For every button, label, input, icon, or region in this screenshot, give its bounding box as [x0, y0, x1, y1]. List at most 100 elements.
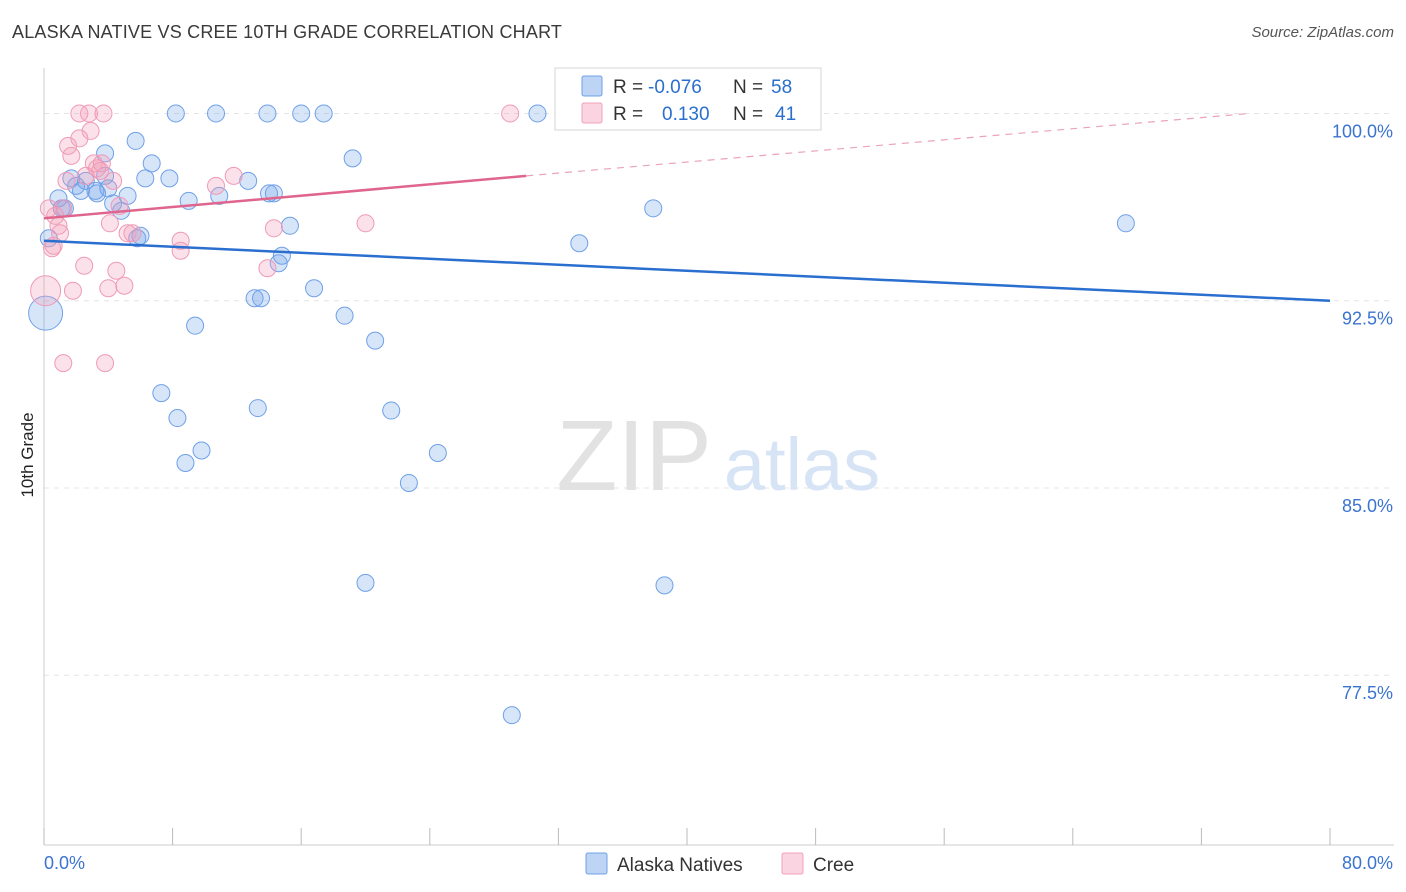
- series-legend: Alaska Natives Cree: [585, 852, 854, 876]
- point-alaska-natives: [280, 216, 299, 235]
- legend-label-cree: Cree: [813, 855, 854, 876]
- watermark-zip: ZIP: [556, 400, 712, 512]
- x-tick-label: 80.0%: [1342, 853, 1393, 873]
- legend-label-alaska-natives: Alaska Natives: [617, 855, 743, 876]
- point-alaska-natives: [88, 184, 107, 203]
- watermark: ZIP atlas: [556, 400, 880, 512]
- point-alaska-natives: [305, 279, 324, 298]
- grid-lines: [44, 112, 1394, 676]
- point-cree: [264, 219, 283, 238]
- point-alaska-natives: [366, 331, 385, 350]
- point-cree: [54, 354, 73, 373]
- point-cree: [107, 261, 126, 280]
- point-cree: [57, 171, 76, 190]
- data-points: [28, 104, 1135, 725]
- point-alaska-natives: [186, 316, 205, 335]
- point-alaska-natives: [343, 149, 362, 168]
- point-alaska-natives: [314, 104, 333, 123]
- stats-n-label: N =: [733, 104, 763, 125]
- point-alaska-natives: [528, 104, 547, 123]
- point-alaska-natives: [248, 399, 267, 418]
- point-alaska-natives: [136, 169, 155, 188]
- point-alaska-natives: [160, 169, 179, 188]
- point-alaska-natives: [502, 706, 521, 725]
- legend-swatch-alaska-natives: [585, 852, 608, 875]
- point-alaska-natives: [166, 104, 185, 123]
- y-tick-label: 92.5%: [1342, 309, 1393, 329]
- point-cree: [70, 104, 89, 123]
- trend-line-cree: [43, 174, 527, 220]
- point-alaska-natives: [644, 199, 663, 218]
- point-cree: [115, 276, 134, 295]
- point-cree: [118, 224, 137, 243]
- point-cree: [224, 166, 243, 185]
- point-cree: [63, 281, 82, 300]
- point-alaska-natives: [126, 131, 145, 150]
- y-tick-labels: 100.0% 92.5% 85.0% 77.5%: [1332, 121, 1393, 703]
- point-alaska-natives: [245, 289, 264, 308]
- point-alaska-natives: [67, 176, 86, 195]
- point-cree: [81, 121, 100, 140]
- point-alaska-natives: [399, 473, 418, 492]
- point-alaska-natives: [655, 576, 674, 595]
- point-alaska-natives: [272, 246, 291, 265]
- chart-title: ALASKA NATIVE VS CREE 10TH GRADE CORRELA…: [12, 22, 563, 42]
- stats-legend-box: [554, 67, 822, 131]
- point-cree: [100, 214, 119, 233]
- point-cree: [59, 136, 78, 155]
- point-cree: [51, 224, 70, 243]
- point-cree: [356, 214, 375, 233]
- stats-r-value-alaska-natives: -0.076: [648, 77, 702, 98]
- point-alaska-natives: [152, 384, 171, 403]
- source-label: Source: ZipAtlas.com: [1251, 24, 1394, 41]
- point-cree: [171, 241, 190, 260]
- point-alaska-natives: [210, 186, 229, 205]
- y-tick-label: 100.0%: [1332, 121, 1393, 141]
- stats-r-label: R =: [613, 104, 643, 125]
- point-cree: [91, 161, 110, 180]
- point-cree: [207, 176, 226, 195]
- trend-line-cree-extension: [526, 112, 1250, 177]
- point-cree: [258, 259, 277, 278]
- stats-swatch-alaska-natives: [581, 75, 603, 97]
- point-cree: [92, 154, 111, 173]
- point-alaska-natives: [192, 441, 211, 460]
- point-alaska-natives: [207, 104, 226, 123]
- point-cree: [123, 224, 142, 243]
- stats-legend: R = -0.076 N = 58 R = 0.130 N = 41: [554, 67, 822, 131]
- y-tick-label: 85.0%: [1342, 496, 1393, 516]
- point-alaska-natives: [239, 171, 258, 190]
- point-cree: [94, 104, 113, 123]
- x-tick-label: 0.0%: [44, 853, 85, 873]
- legend-swatch-cree: [781, 852, 804, 875]
- point-alaska-natives: [570, 234, 589, 253]
- point-alaska-natives: [49, 189, 68, 208]
- point-cree: [80, 104, 99, 123]
- point-cree: [88, 159, 107, 178]
- point-alaska-natives: [1116, 214, 1135, 233]
- point-alaska-natives: [28, 295, 64, 331]
- point-cree: [501, 104, 520, 123]
- point-alaska-natives: [76, 171, 95, 190]
- point-alaska-natives: [128, 229, 147, 248]
- point-cree: [171, 231, 190, 250]
- x-tick-labels: 0.0% 80.0%: [44, 853, 1393, 873]
- point-alaska-natives: [96, 144, 115, 163]
- stats-r-value-cree: 0.130: [662, 104, 710, 125]
- point-alaska-natives: [356, 573, 375, 592]
- point-alaska-natives: [428, 444, 447, 463]
- point-alaska-natives: [176, 453, 195, 472]
- point-cree: [104, 171, 123, 190]
- point-cree: [70, 129, 89, 148]
- stats-swatch-cree: [581, 102, 603, 124]
- point-cree: [30, 275, 62, 307]
- y-tick-label: 77.5%: [1342, 683, 1393, 703]
- point-alaska-natives: [382, 401, 401, 420]
- stats-n-value-alaska-natives: 58: [771, 77, 792, 98]
- stats-r-label: R =: [613, 77, 643, 98]
- point-alaska-natives: [168, 409, 187, 428]
- trend-lines: [43, 112, 1331, 302]
- stats-n-label: N =: [733, 77, 763, 98]
- point-alaska-natives: [142, 154, 161, 173]
